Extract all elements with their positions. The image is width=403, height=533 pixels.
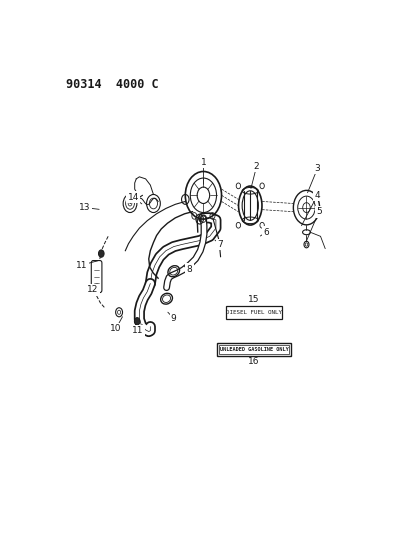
FancyBboxPatch shape [218, 343, 291, 356]
Text: 15: 15 [248, 295, 260, 304]
FancyBboxPatch shape [226, 306, 283, 319]
Circle shape [134, 318, 140, 325]
Text: 9: 9 [171, 314, 177, 323]
Text: 12: 12 [87, 285, 98, 294]
Text: UNLEADED GASOLINE ONLY: UNLEADED GASOLINE ONLY [220, 347, 289, 352]
Text: 5: 5 [316, 207, 322, 216]
Text: 10: 10 [110, 324, 122, 333]
Text: 14: 14 [127, 193, 139, 202]
Text: 11: 11 [132, 326, 143, 335]
Text: 16: 16 [248, 358, 260, 366]
Text: 1: 1 [201, 158, 206, 167]
Text: DIESEL FUEL ONLY: DIESEL FUEL ONLY [226, 310, 282, 315]
FancyBboxPatch shape [91, 261, 102, 293]
Text: 2: 2 [254, 162, 259, 171]
Text: 8: 8 [187, 265, 192, 273]
Text: 7: 7 [218, 240, 224, 249]
Text: 3: 3 [314, 164, 320, 173]
FancyBboxPatch shape [219, 345, 289, 354]
Text: 4: 4 [315, 191, 320, 200]
Text: 90314  4000 C: 90314 4000 C [66, 78, 159, 91]
Text: 11: 11 [76, 261, 87, 270]
Circle shape [98, 250, 104, 257]
Text: 6: 6 [263, 228, 269, 237]
Text: 13: 13 [79, 203, 91, 212]
